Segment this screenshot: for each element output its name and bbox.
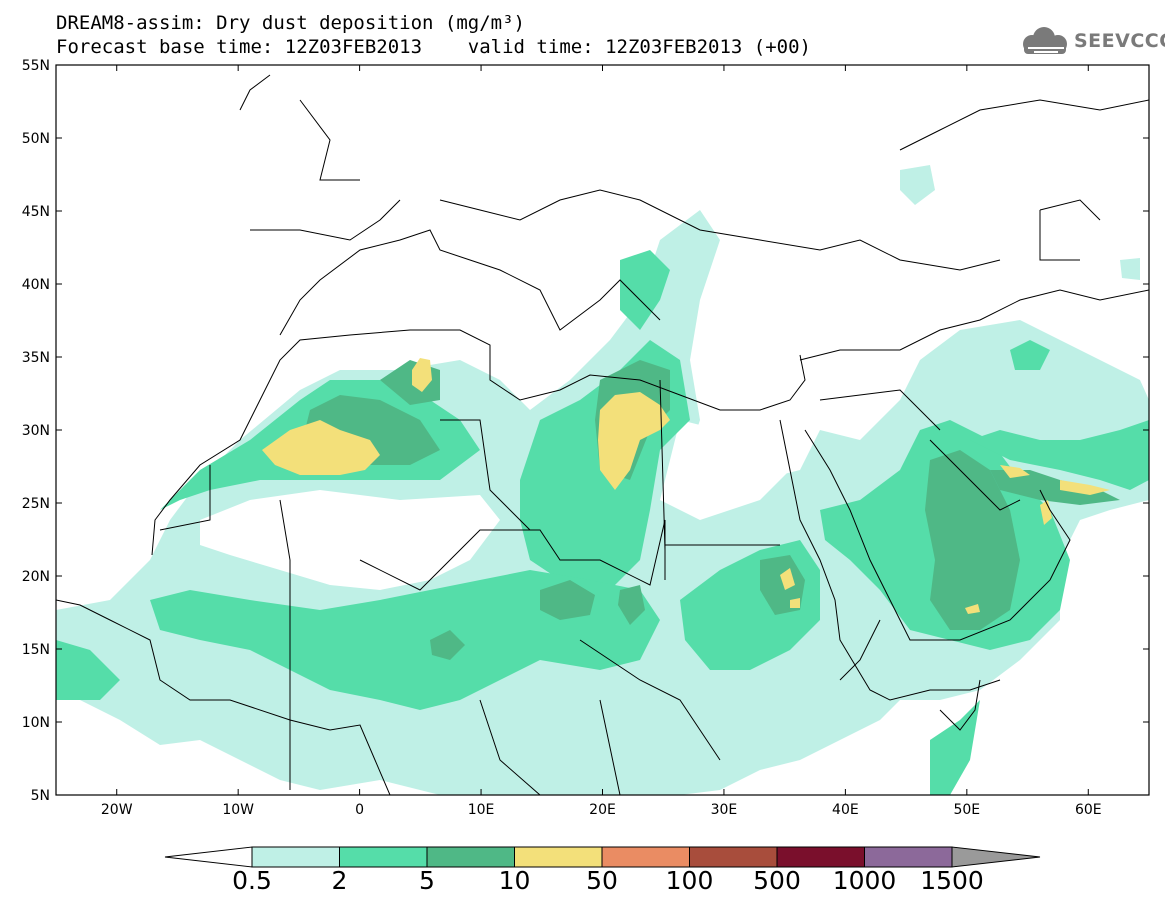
lat-label: 20N	[22, 569, 50, 585]
colorbar-segment	[339, 846, 428, 868]
lon-label: 20E	[589, 802, 616, 818]
colorbar-min-arrow	[164, 846, 253, 868]
lat-label: 30N	[22, 423, 50, 439]
lon-label: 50E	[953, 802, 980, 818]
lat-label: 25N	[22, 496, 50, 512]
lon-label: 40E	[832, 802, 859, 818]
lat-label: 50N	[22, 131, 50, 147]
lat-label: 5N	[31, 788, 50, 804]
colorbar-segment	[251, 846, 340, 868]
colorbar-label: 0.5	[232, 866, 272, 895]
colorbar-segment	[514, 846, 603, 868]
dust-level-10	[262, 358, 1110, 614]
colorbar-label: 100	[665, 866, 714, 895]
dust-fields	[56, 165, 1149, 795]
colorbar-label: 1500	[920, 866, 984, 895]
colorbar-label: 10	[498, 866, 531, 895]
lon-label: 30E	[711, 802, 738, 818]
colorbar	[164, 846, 1041, 868]
colorbar-segment	[426, 846, 515, 868]
lon-label: 0	[355, 802, 364, 818]
lon-label: 10E	[468, 802, 495, 818]
colorbar-label: 500	[753, 866, 801, 895]
lat-label: 45N	[22, 204, 50, 220]
lat-label: 15N	[22, 642, 50, 658]
lon-label: 20W	[101, 802, 133, 818]
colorbar-segment	[601, 846, 690, 868]
lat-label: 55N	[22, 58, 50, 74]
colorbar-label: 1000	[832, 866, 897, 895]
colorbar-label: 50	[586, 866, 618, 895]
colorbar-max-arrow	[951, 846, 1041, 868]
colorbar-segment	[864, 846, 953, 868]
colorbar-segment	[689, 846, 778, 868]
map-title: DREAM8-assim: Dry dust deposition (mg/m³…	[56, 12, 525, 34]
axis-ticks: 55N 50N 45N 40N 35N 30N 25N 20N 15N 10N 5N 20W 10W 0 1…	[22, 58, 1149, 818]
colorbar-segment	[776, 846, 865, 868]
coastlines	[56, 74, 1149, 795]
forecast-time-subtitle: Forecast base time: 12Z03FEB2013 valid t…	[56, 36, 811, 58]
cloud-icon	[1023, 27, 1067, 54]
lon-label: 10W	[222, 802, 254, 818]
lon-label: 60E	[1075, 802, 1102, 818]
seevccc-logo: SEEVCCC	[1074, 30, 1165, 52]
lat-label: 40N	[22, 277, 50, 293]
lat-label: 35N	[22, 350, 50, 366]
lat-label: 10N	[22, 715, 50, 731]
colorbar-label: 2	[331, 866, 348, 895]
colorbar-label: 5	[419, 866, 435, 895]
